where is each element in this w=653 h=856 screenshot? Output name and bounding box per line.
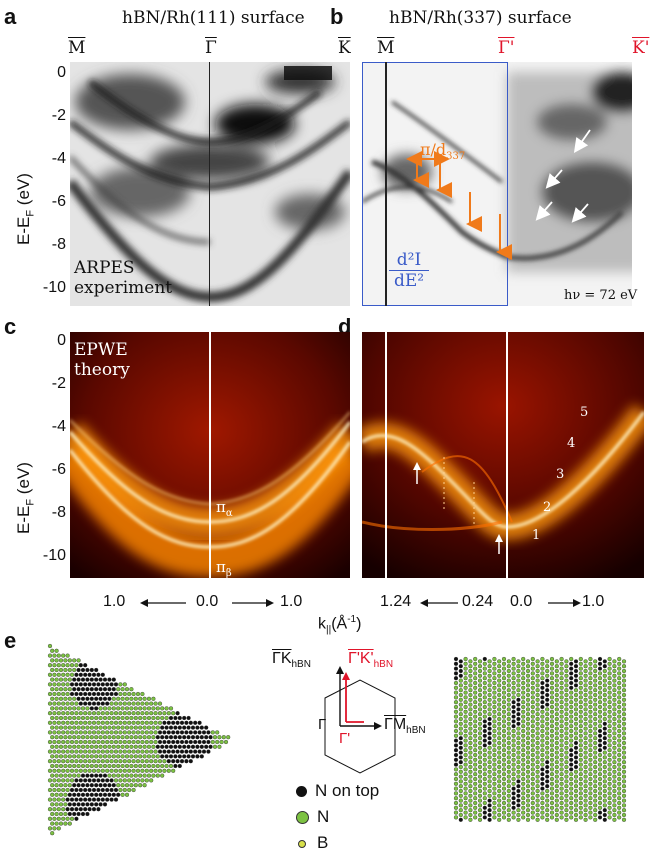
panel-c-label-epwe: EPWE theory — [74, 340, 130, 380]
band-number-1: 1 — [532, 528, 541, 543]
panel-letter-a: a — [4, 4, 17, 29]
y-tick-top-4: -4 — [51, 150, 66, 167]
y-tick-top-6: -6 — [51, 193, 66, 210]
legend-n-top: N on top — [296, 778, 379, 804]
gamma-line-a — [209, 62, 210, 306]
sym-K-prime-b: K' — [632, 38, 650, 58]
panel-b-title: hBN/Rh(337) surface — [389, 8, 572, 28]
x-tick-c-left: 1.0 — [103, 593, 126, 610]
gamma-line-d — [506, 332, 508, 578]
sym-K-a: K — [338, 38, 351, 58]
gamma-line-c — [209, 332, 211, 578]
brillouin-zone-hexagon — [324, 666, 396, 774]
x-tick-c-right: 1.0 — [280, 593, 303, 610]
x-arrows-c — [140, 599, 274, 607]
orange-arrows — [406, 129, 591, 260]
x-axis-label: k||(Å-1) — [318, 614, 362, 636]
x-tick-d-1: 1.24 — [380, 593, 412, 610]
M-line-b — [385, 62, 387, 306]
y-tick-top-2: -2 — [51, 107, 66, 124]
panel-a-title: hBN/Rh(111) surface — [122, 8, 305, 28]
panel-b-arpes-image — [362, 62, 644, 306]
pi-beta-label: πβ — [216, 558, 232, 579]
legend-n: N — [296, 804, 379, 830]
gamma-prime-center-label: Γ' — [339, 730, 351, 747]
y-tick-bot-0: 0 — [57, 332, 66, 349]
d2I-dE2-label: d²I dE² — [389, 250, 429, 291]
panel-b-derivative-frame — [362, 62, 508, 306]
band-number-2: 2 — [543, 500, 552, 515]
k-hbn-label: ΓKhBN — [272, 650, 311, 671]
panel-letter-e: e — [4, 628, 17, 653]
photon-energy-label: hν = 72 eV — [564, 288, 638, 303]
panel-a-arpes-image — [70, 62, 350, 306]
panel-letter-c: c — [4, 314, 17, 339]
lattice-rect-rh337 — [453, 656, 627, 822]
pi-over-d-label: π/d337 — [420, 140, 466, 163]
y-tick-bot-8: -8 — [51, 504, 66, 521]
y-axis-label-bottom: E-EF (eV) — [14, 462, 37, 534]
sym-M-b: M — [377, 38, 395, 58]
x-arrows-d — [420, 599, 581, 607]
x-tick-c-mid: 0.0 — [196, 593, 219, 610]
x-tick-d-2: 0.24 — [462, 593, 494, 610]
pi-alpha-label: πα — [216, 498, 233, 519]
y-tick-bot-2: -2 — [51, 375, 66, 392]
gamma-center-label: Γ — [318, 716, 327, 733]
band-number-3: 3 — [556, 467, 565, 482]
sym-M-a: M — [68, 38, 86, 58]
legend-b: B — [296, 830, 379, 856]
y-tick-bot-10: -10 — [42, 547, 66, 564]
panel-letter-b: b — [330, 4, 344, 29]
sym-Gamma-prime-b: Γ' — [498, 38, 515, 58]
y-tick-top-10: -10 — [42, 279, 66, 296]
legend: N on top N B — [296, 778, 379, 856]
band-number-4: 4 — [567, 436, 576, 451]
x-tick-d-3: 0.0 — [510, 593, 533, 610]
y-tick-top-8: -8 — [51, 236, 66, 253]
y-tick-bot-6: -6 — [51, 461, 66, 478]
M-line-d — [385, 332, 387, 578]
panel-d-epwe-image — [362, 332, 644, 578]
y-axis-label-top: E-EF (eV) — [14, 173, 37, 245]
x-tick-d-4: 1.0 — [582, 593, 605, 610]
y-tick-top-0: 0 — [57, 64, 66, 81]
sym-Gamma-a: Γ — [205, 38, 217, 58]
band-number-5: 5 — [580, 405, 589, 420]
m-hbn-label: ΓMhBN — [384, 716, 426, 737]
panel-a-label-arpes: ARPES experiment — [74, 258, 173, 298]
lattice-triangle-rh111 — [47, 643, 231, 836]
k-prime-hbn-label: Γ'K'hBN — [348, 650, 394, 671]
y-tick-bot-4: -4 — [51, 418, 66, 435]
